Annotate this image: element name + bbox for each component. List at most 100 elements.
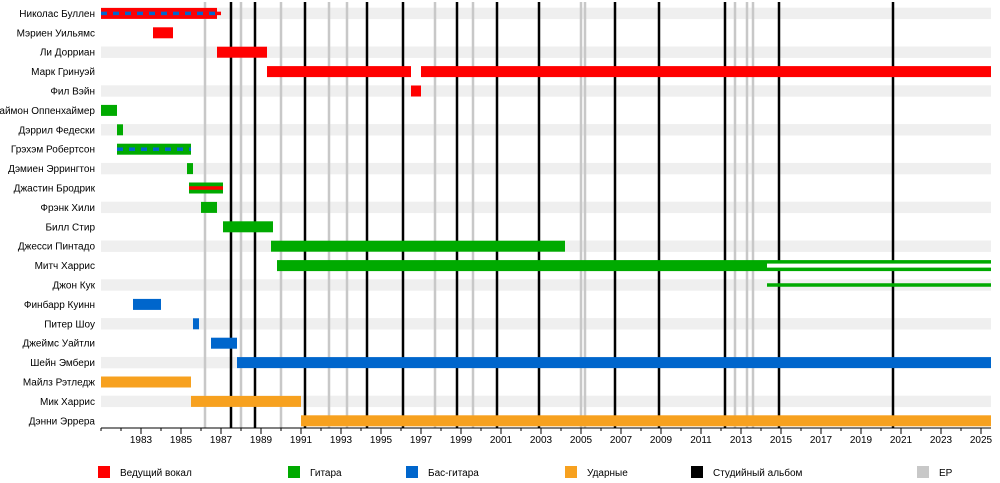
member-name: Саймон Оппенхаймер xyxy=(0,106,95,117)
member-bar-dash xyxy=(131,11,137,16)
member-bar-dash xyxy=(159,147,165,151)
member-name: Джеймс Уайтли xyxy=(22,339,95,350)
member-bar-vocals xyxy=(153,27,173,39)
member-name: Джастин Бродрик xyxy=(14,184,96,195)
member-bar-guitar xyxy=(201,201,217,213)
x-axis-tick-label: 2019 xyxy=(850,435,873,446)
x-axis-tick-label: 2009 xyxy=(650,435,673,446)
member-bar-bass xyxy=(133,298,161,310)
member-bar-vocals xyxy=(267,66,411,78)
member-bar-guitar xyxy=(271,240,565,252)
member-name: Мик Харрис xyxy=(40,397,95,408)
member-name: Фрэнк Хили xyxy=(40,203,95,214)
row-stripe xyxy=(101,162,991,175)
member-bar-vocals xyxy=(217,46,267,58)
legend-label-guitar: Гитара xyxy=(310,468,342,479)
row-stripe xyxy=(101,124,991,136)
row-stripe xyxy=(101,279,991,291)
member-bar-dash xyxy=(215,11,221,16)
member-bar-vocals xyxy=(411,85,421,97)
member-bar-dash xyxy=(147,147,153,151)
member-bar-bass-thin xyxy=(117,147,191,151)
x-axis-tick-label: 2015 xyxy=(770,435,793,446)
x-axis-tick-label: 2011 xyxy=(690,435,712,446)
member-bar-vocals xyxy=(421,66,991,78)
member-name: Дэррил Федески xyxy=(19,125,96,136)
member-bar-dash xyxy=(167,11,173,16)
legend-label-bass: Бас-гитара xyxy=(428,468,479,479)
member-name: Шейн Эмбери xyxy=(30,357,95,369)
member-bar-guitar xyxy=(101,104,117,116)
x-axis-tick-label: 1989 xyxy=(250,435,273,446)
member-name: Грэхэм Робертсон xyxy=(11,144,95,156)
member-name: Ли Дорриан xyxy=(40,48,95,59)
x-axis-tick-label: 2017 xyxy=(810,435,833,446)
member-bar-dash xyxy=(171,147,177,151)
member-name: Джесси Пинтадо xyxy=(18,242,96,253)
x-axis: 1983 1985 1987 1989 1991 1993 1995 1997 1999 2001… xyxy=(100,427,993,446)
legend-label-drums: Ударные xyxy=(587,468,628,479)
x-axis-tick-label: 2003 xyxy=(530,435,553,446)
member-bar-dash xyxy=(191,11,197,16)
member-bar-dash xyxy=(123,147,129,151)
x-axis-tick-label: 1993 xyxy=(330,435,353,446)
x-axis-tick-label: 2013 xyxy=(730,435,753,446)
row-stripe xyxy=(101,7,991,20)
member-bar-gap xyxy=(767,263,991,268)
legend-label-ep: EP xyxy=(939,468,953,479)
x-axis-tick-label: 1995 xyxy=(370,435,393,446)
legend-label-album: Студийный альбом xyxy=(713,467,803,479)
row-stripe xyxy=(101,85,991,97)
member-bar-dash xyxy=(179,11,185,16)
member-name: Мэриен Уильямс xyxy=(17,28,95,39)
x-axis-tick-label: 2001 xyxy=(490,435,513,446)
member-name: Питер Шоу xyxy=(44,319,95,330)
member-bar-bass xyxy=(193,318,199,330)
member-name: Дэнни Эррера xyxy=(29,416,96,427)
member-bar-drums xyxy=(191,395,301,407)
x-axis-tick-label: 2023 xyxy=(930,435,953,446)
x-axis-tick-label: 2021 xyxy=(890,435,913,446)
member-bar-dash xyxy=(155,11,161,16)
legend-swatch-guitar xyxy=(288,466,300,478)
member-bar-vocals-thin xyxy=(189,186,223,190)
member-bar-dash xyxy=(135,147,141,151)
member-bar-drums xyxy=(101,376,191,388)
membership-bars xyxy=(101,7,991,427)
x-axis-tick-label: 1985 xyxy=(170,435,193,446)
x-axis-tick-label: 2005 xyxy=(570,435,593,446)
member-name: Билл Стир xyxy=(45,222,95,233)
x-axis-tick-label: 2007 xyxy=(610,435,633,446)
x-axis-tick-label: 1999 xyxy=(450,435,473,446)
x-axis-tick-label: 1997 xyxy=(410,435,433,446)
legend-swatch-drums xyxy=(565,466,577,478)
x-axis-tick-label: 1983 xyxy=(130,435,153,446)
legend-label-vocals: Ведущий вокал xyxy=(120,468,192,479)
member-bar-guitar-thin xyxy=(767,283,991,287)
legend-swatch-vocals xyxy=(98,466,110,478)
legend-swatch-bass xyxy=(406,466,418,478)
row-stripe xyxy=(101,201,991,214)
x-axis-tick-label: 1991 xyxy=(290,435,313,446)
row-stripe xyxy=(101,318,991,330)
member-bar-dash xyxy=(143,11,149,16)
member-name: Николас Буллен xyxy=(19,9,95,20)
member-bar-bass xyxy=(237,357,991,369)
member-bar-dash xyxy=(119,11,125,16)
member-bar-drums xyxy=(301,415,991,427)
member-name: Фил Вэйн xyxy=(50,87,95,98)
member-bar-guitar xyxy=(223,221,273,233)
x-axis-tick-label: 2025 xyxy=(970,435,993,446)
member-bar-dash xyxy=(183,147,189,151)
member-name: Марк Гринуэй xyxy=(31,67,95,78)
row-stripe xyxy=(101,395,991,408)
member-bar-dash xyxy=(107,11,113,16)
member-bar-bass xyxy=(211,337,237,349)
member-name: Джон Кук xyxy=(52,281,95,292)
legend: Ведущий вокал Гитара Бас-гитара Ударные Студ… xyxy=(98,466,953,479)
member-name: Майлз Рэтледж xyxy=(23,378,95,389)
member-name-labels: Николас Буллен Мэриен Уильямс Ли Дорриан Ма… xyxy=(0,9,96,427)
member-bar-dash xyxy=(203,11,209,16)
member-bar-guitar xyxy=(277,260,767,272)
